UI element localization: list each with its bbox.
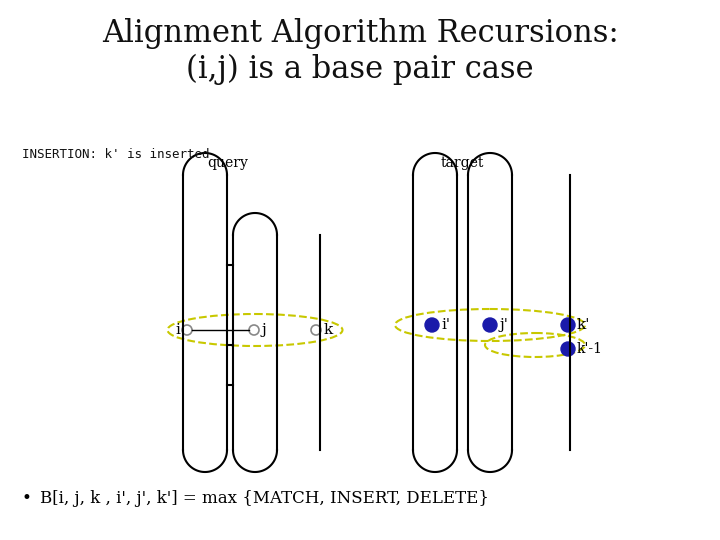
Text: •: • bbox=[22, 490, 32, 507]
Text: k'-1: k'-1 bbox=[577, 342, 603, 356]
Text: k: k bbox=[324, 323, 333, 337]
Circle shape bbox=[561, 318, 575, 332]
Circle shape bbox=[425, 318, 439, 332]
Text: target: target bbox=[441, 156, 484, 170]
Text: j: j bbox=[262, 323, 266, 337]
Text: query: query bbox=[207, 156, 248, 170]
Circle shape bbox=[561, 342, 575, 356]
Text: i: i bbox=[175, 323, 180, 337]
Text: Alignment Algorithm Recursions:
(i,j) is a base pair case: Alignment Algorithm Recursions: (i,j) is… bbox=[102, 18, 618, 85]
Circle shape bbox=[483, 318, 497, 332]
Text: INSERTION: k' is inserted: INSERTION: k' is inserted bbox=[22, 148, 210, 161]
Text: i': i' bbox=[441, 318, 450, 332]
Text: k': k' bbox=[577, 318, 590, 332]
Text: B[i, j, k , i', j', k'] = max {MATCH, INSERT, DELETE}: B[i, j, k , i', j', k'] = max {MATCH, IN… bbox=[40, 490, 489, 507]
Text: j': j' bbox=[499, 318, 508, 332]
